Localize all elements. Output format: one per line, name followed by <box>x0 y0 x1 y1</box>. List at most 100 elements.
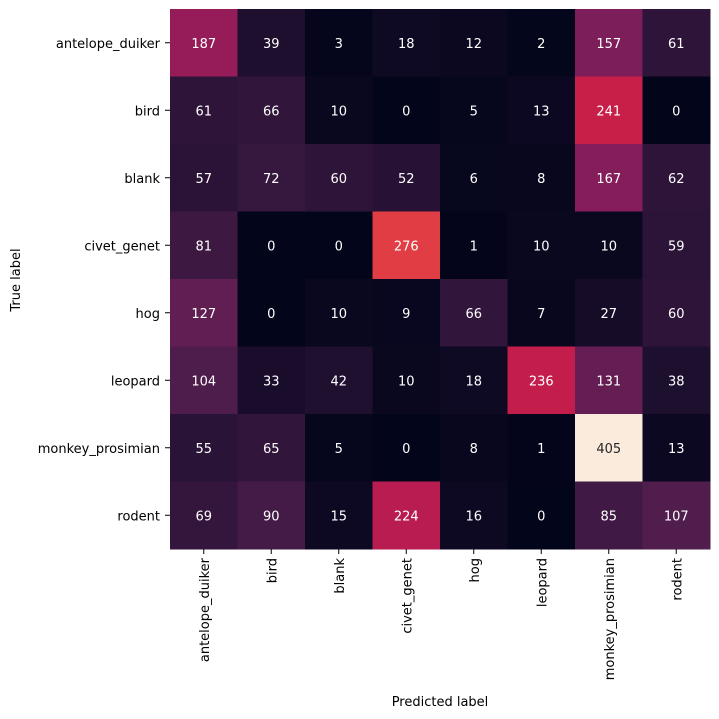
cell-value-label: 57 <box>195 172 212 187</box>
heatmap-cell <box>575 414 643 482</box>
y-tick-label: monkey_prosimian <box>38 442 160 457</box>
heatmap-cell <box>170 481 238 550</box>
cell-value-label: 66 <box>465 307 482 322</box>
heatmap-cell <box>305 346 373 415</box>
cell-value-label: 61 <box>195 104 212 119</box>
heatmap-cell <box>372 144 441 212</box>
cell-value-label: 127 <box>191 307 216 322</box>
heatmap-cell <box>642 144 711 212</box>
cell-value-label: 0 <box>335 239 343 254</box>
cell-value-label: 167 <box>596 172 621 187</box>
heatmap-cell <box>440 76 508 145</box>
cell-value-label: 224 <box>394 509 419 524</box>
heatmap-cell <box>575 346 643 415</box>
cell-value-label: 60 <box>330 172 347 187</box>
cell-value-label: 60 <box>668 307 685 322</box>
heatmap-cell <box>575 9 643 77</box>
heatmap-cell <box>507 144 576 212</box>
cell-value-label: 62 <box>668 172 685 187</box>
cell-value-label: 10 <box>533 239 550 254</box>
cell-value-label: 8 <box>537 172 545 187</box>
heatmap-cell <box>305 481 373 550</box>
heatmap-cell <box>642 346 711 415</box>
heatmap-cell <box>642 9 711 77</box>
cell-value-label: 65 <box>263 442 280 457</box>
cell-value-label: 39 <box>263 37 280 52</box>
x-tick-label: rodent <box>670 558 685 601</box>
cell-value-label: 405 <box>596 442 621 457</box>
cell-value-label: 6 <box>470 172 478 187</box>
x-tick-label: antelope_duiker <box>198 557 213 662</box>
y-tick-label: blank <box>124 172 160 187</box>
cell-value-label: 27 <box>600 307 617 322</box>
cell-value-label: 72 <box>263 172 280 187</box>
heatmap-cell <box>507 346 576 415</box>
heatmap-cell <box>575 481 643 550</box>
heatmap-cell <box>170 144 238 212</box>
y-tick-label: hog <box>136 307 160 322</box>
cell-value-label: 59 <box>668 239 685 254</box>
heatmap-cell <box>507 76 576 145</box>
y-tick-label: rodent <box>117 509 160 524</box>
y-axis-label: True label <box>9 248 24 312</box>
cell-value-label: 12 <box>465 37 482 52</box>
cell-value-label: 69 <box>195 509 212 524</box>
cell-value-label: 5 <box>335 442 343 457</box>
heatmap-cell <box>170 346 238 415</box>
heatmap-cell <box>440 211 508 280</box>
heatmap-cell <box>507 481 576 550</box>
cell-value-label: 66 <box>263 104 280 119</box>
cell-value-label: 10 <box>330 307 347 322</box>
x-axis-label: Predicted label <box>392 695 489 710</box>
x-tick-label: leopard <box>535 558 550 607</box>
heatmap-cell <box>575 76 643 145</box>
heatmap-cell <box>237 211 306 280</box>
cell-value-label: 187 <box>191 37 216 52</box>
heatmap-cell <box>170 414 238 482</box>
heatmap-cell <box>305 76 373 145</box>
cell-value-label: 10 <box>600 239 617 254</box>
heatmap-cell <box>507 211 576 280</box>
x-tick-label: civet_genet <box>400 558 415 634</box>
cell-value-label: 55 <box>195 442 212 457</box>
heatmap-cell <box>440 481 508 550</box>
heatmap-cell <box>440 346 508 415</box>
cell-value-label: 236 <box>529 374 554 389</box>
heatmap-cell <box>575 279 643 347</box>
cell-value-label: 9 <box>402 307 410 322</box>
cell-value-label: 18 <box>465 374 482 389</box>
heatmap-cell <box>305 279 373 347</box>
cell-value-label: 38 <box>668 374 685 389</box>
heatmap-cell <box>575 144 643 212</box>
cell-value-label: 10 <box>330 104 347 119</box>
heatmap-cell <box>170 279 238 347</box>
heatmap-cell <box>170 76 238 145</box>
cell-value-label: 33 <box>263 374 280 389</box>
heatmap-cell <box>440 414 508 482</box>
cell-value-label: 1 <box>537 442 545 457</box>
heatmap-cell <box>237 414 306 482</box>
heatmap-cell <box>440 144 508 212</box>
heatmap-cell <box>507 9 576 77</box>
heatmap-cell <box>575 211 643 280</box>
heatmap-cell <box>642 481 711 550</box>
y-tick-label: bird <box>135 104 160 119</box>
heatmap-cell <box>237 481 306 550</box>
heatmap-cell <box>372 481 441 550</box>
heatmap-cell <box>305 414 373 482</box>
heatmap-cell <box>372 211 441 280</box>
cell-value-label: 2 <box>537 37 545 52</box>
cell-value-label: 5 <box>470 104 478 119</box>
cell-value-label: 157 <box>596 37 621 52</box>
heatmap-cell <box>507 279 576 347</box>
cell-value-label: 13 <box>668 442 685 457</box>
cell-value-label: 10 <box>398 374 415 389</box>
cell-value-label: 7 <box>537 307 545 322</box>
heatmap-cell <box>372 414 441 482</box>
cell-value-label: 42 <box>330 374 347 389</box>
heatmap-cell <box>372 346 441 415</box>
cell-value-label: 85 <box>600 509 617 524</box>
cell-value-label: 13 <box>533 104 550 119</box>
